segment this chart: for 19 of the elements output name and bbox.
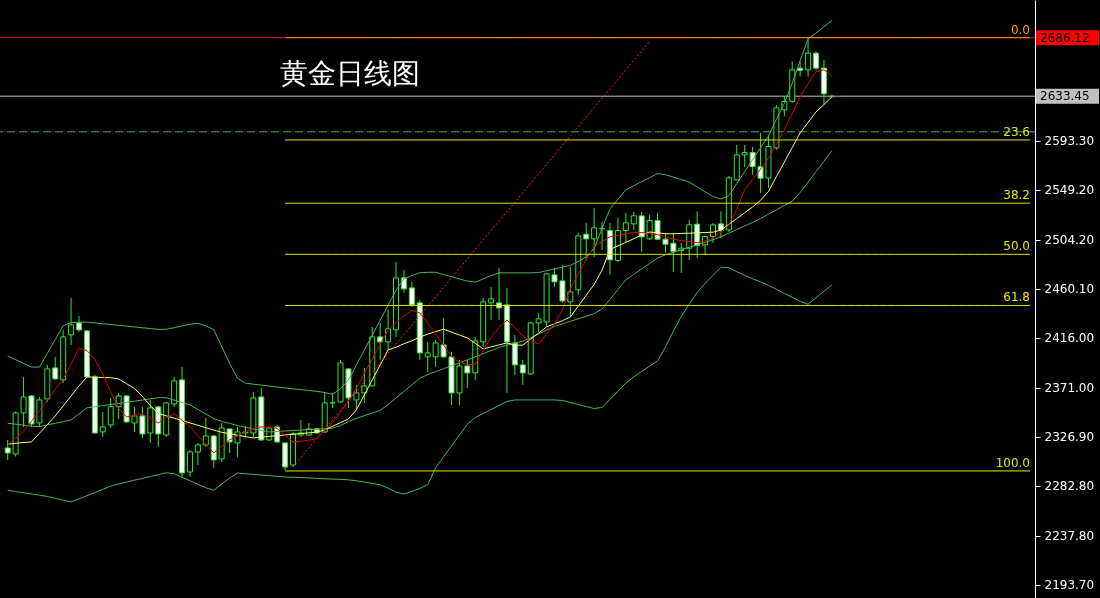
y-tick-label: 2416.00	[1044, 331, 1095, 346]
y-tick-label: 2193.70	[1044, 578, 1095, 593]
y-tick-label: 2549.20	[1044, 183, 1095, 198]
series-label: 50.0	[1003, 239, 1030, 254]
y-tick-label: 2282.80	[1044, 479, 1095, 494]
y-tick-label: 2237.80	[1044, 529, 1095, 544]
ref-line-label: 2633.45	[1040, 89, 1090, 104]
series-label: 61.8	[1003, 290, 1030, 305]
y-tick-label: 2460.10	[1044, 282, 1095, 297]
y-tick-label: 2593.30	[1044, 134, 1095, 149]
text: 黄金日线图	[280, 57, 420, 90]
ref-line-label: 2686.12	[1040, 30, 1090, 45]
series-label: 23.6	[1003, 124, 1030, 139]
y-tick-label: 2371.00	[1044, 381, 1095, 396]
y-tick-label: 2326.90	[1044, 430, 1095, 445]
series-label: 0.0	[1010, 22, 1030, 37]
series-label: 38.2	[1003, 188, 1030, 203]
series-label: 100.0	[995, 455, 1030, 470]
y-tick-label: 2504.20	[1044, 233, 1095, 248]
